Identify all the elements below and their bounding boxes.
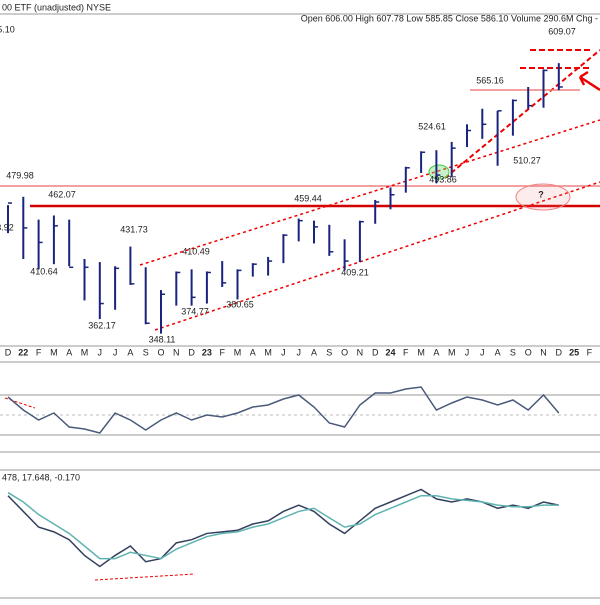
x-tick-label: M <box>448 347 456 357</box>
x-tick-label: A <box>433 347 439 357</box>
x-tick-label: O <box>157 347 164 357</box>
indicator-line <box>7 488 559 568</box>
x-tick-label: 22 <box>18 347 28 357</box>
x-tick-label: S <box>326 347 332 357</box>
x-tick-label: M <box>81 347 89 357</box>
annotation: 380.65 <box>226 299 254 309</box>
x-tick-label: M <box>264 347 272 357</box>
macd-divergence <box>94 573 196 581</box>
x-tick-label: J <box>98 347 103 357</box>
x-tick-label: S <box>143 347 149 357</box>
x-tick-label: 24 <box>385 347 395 357</box>
x-tick-label: M <box>417 347 425 357</box>
x-tick-label: A <box>127 347 133 357</box>
annotation: 462.07 <box>48 189 76 199</box>
annotation: 3.92 <box>0 222 14 232</box>
x-tick-label: D <box>556 347 563 357</box>
annotation: 431.73 <box>120 224 148 234</box>
x-tick-label: N <box>357 347 364 357</box>
arrow <box>578 70 600 92</box>
x-tick-label: J <box>296 347 301 357</box>
x-tick-label: F <box>587 347 593 357</box>
x-tick-label: A <box>250 347 256 357</box>
x-tick-label: J <box>465 347 470 357</box>
quote: Open 606.00 High 607.78 Low 585.85 Close… <box>301 13 598 23</box>
annotation: 5.10 <box>0 24 15 34</box>
x-tick-label: J <box>480 347 485 357</box>
annotation: 459.44 <box>294 193 322 203</box>
x-tick-label: F <box>403 347 409 357</box>
indicator-line <box>7 386 560 434</box>
x-tick-label: D <box>188 347 195 357</box>
price-panel <box>0 13 600 347</box>
macd-panel <box>0 469 600 599</box>
annotation: 409.21 <box>341 267 369 277</box>
indicator-line <box>7 491 559 560</box>
x-tick-label: J <box>281 347 286 357</box>
x-tick-label: N <box>540 347 547 357</box>
green-ellipse <box>428 164 450 180</box>
x-tick-label: F <box>36 347 42 357</box>
annotation: 493.86 <box>429 174 457 184</box>
x-tick-label: 23 <box>202 347 212 357</box>
annotation: 362.17 <box>88 320 116 330</box>
macd-label: 478, 17.648, -0.170 <box>2 472 80 482</box>
x-tick-label: A <box>66 347 72 357</box>
x-tick-label: A <box>311 347 317 357</box>
annotation: 479.98 <box>6 170 34 180</box>
annotation: ? <box>538 189 544 199</box>
question-ellipse <box>515 183 571 211</box>
annotation: 565.16 <box>476 75 504 85</box>
channel-top <box>139 119 600 266</box>
title: 00 ETF (unadjusted) NYSE <box>2 2 111 12</box>
x-tick-label: O <box>341 347 348 357</box>
annotation: 374.77 <box>181 306 209 316</box>
x-tick-label: M <box>50 347 58 357</box>
x-tick-label: J <box>113 347 118 357</box>
x-tick-label: S <box>510 347 516 357</box>
x-tick-label: N <box>173 347 180 357</box>
x-tick-label: O <box>525 347 532 357</box>
annotation: 510.27 <box>513 155 541 165</box>
x-tick-label: A <box>495 347 501 357</box>
x-tick-label: 25 <box>569 347 579 357</box>
annotation: 410.64 <box>30 266 58 276</box>
annotation: 348.11 <box>149 334 176 344</box>
trend-line <box>444 49 600 179</box>
annotation: 410.49 <box>182 246 210 256</box>
x-tick-label: D <box>5 347 12 357</box>
annotation: 524.61 <box>418 121 446 131</box>
x-tick-label: M <box>234 347 242 357</box>
annotation: 609.07 <box>548 26 576 36</box>
rsi-panel <box>0 361 600 453</box>
x-tick-label: F <box>219 347 225 357</box>
x-tick-label: D <box>372 347 379 357</box>
